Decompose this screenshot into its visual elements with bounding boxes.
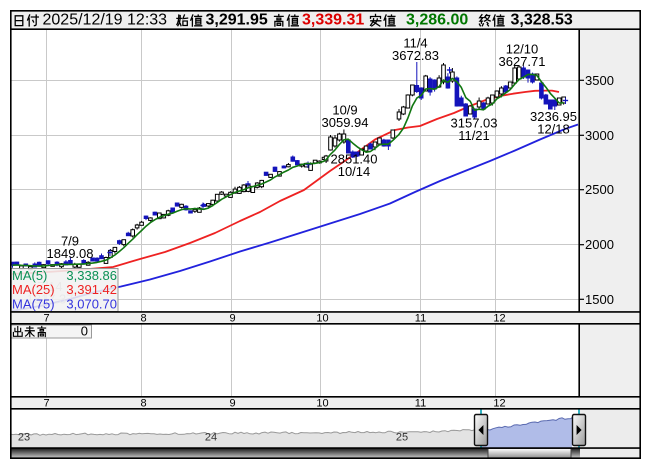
svg-text:12/10: 12/10	[506, 42, 539, 57]
svg-text:9: 9	[229, 313, 235, 325]
svg-text:3,286.00: 3,286.00	[406, 12, 468, 29]
svg-text:2851.40: 2851.40	[331, 152, 378, 167]
svg-text:3627.71: 3627.71	[499, 54, 546, 69]
svg-text:7: 7	[43, 313, 49, 325]
svg-text:MA(75): MA(75)	[12, 297, 55, 312]
svg-text:25: 25	[396, 432, 408, 444]
svg-text:12: 12	[493, 398, 505, 410]
svg-text:3157.03: 3157.03	[451, 116, 498, 131]
svg-text:2000: 2000	[585, 237, 614, 252]
svg-text:10: 10	[316, 398, 328, 410]
svg-text:3,291.95: 3,291.95	[206, 12, 268, 29]
svg-text:11: 11	[415, 313, 426, 325]
svg-text:11: 11	[415, 398, 426, 410]
svg-text:3,328.53: 3,328.53	[511, 12, 573, 29]
svg-text:8: 8	[140, 398, 146, 410]
svg-text:7: 7	[43, 398, 49, 410]
svg-text:1500: 1500	[585, 292, 614, 307]
svg-text:3236.95: 3236.95	[530, 109, 577, 124]
svg-text:9: 9	[229, 398, 235, 410]
svg-text:23: 23	[18, 432, 30, 444]
svg-text:12: 12	[493, 313, 505, 325]
svg-text:10/9: 10/9	[332, 103, 357, 118]
svg-text:2025/12/19 12:33: 2025/12/19 12:33	[43, 12, 168, 29]
svg-text:3,338.86: 3,338.86	[66, 268, 117, 283]
svg-text:3059.94: 3059.94	[322, 115, 369, 130]
svg-text:10: 10	[316, 313, 328, 325]
svg-text:3,070.70: 3,070.70	[66, 297, 117, 312]
svg-text:11/21: 11/21	[458, 128, 490, 143]
svg-text:11/4: 11/4	[403, 36, 427, 51]
svg-text:10/14: 10/14	[338, 164, 371, 179]
svg-text:3000: 3000	[585, 128, 614, 143]
svg-text:3,339.31: 3,339.31	[302, 12, 364, 29]
svg-text:3,391.42: 3,391.42	[66, 282, 117, 297]
svg-text:7/9: 7/9	[61, 234, 79, 249]
svg-text:1849.08: 1849.08	[47, 246, 94, 261]
svg-text:2500: 2500	[585, 182, 614, 197]
svg-text:MA(5): MA(5)	[12, 268, 47, 283]
svg-text:MA(25): MA(25)	[12, 282, 55, 297]
svg-text:3672.83: 3672.83	[392, 48, 439, 63]
svg-text:8: 8	[140, 313, 146, 325]
svg-text:24: 24	[205, 432, 217, 444]
svg-text:12/18: 12/18	[537, 122, 570, 137]
svg-text:3500: 3500	[585, 73, 614, 88]
svg-text:0: 0	[81, 324, 88, 339]
